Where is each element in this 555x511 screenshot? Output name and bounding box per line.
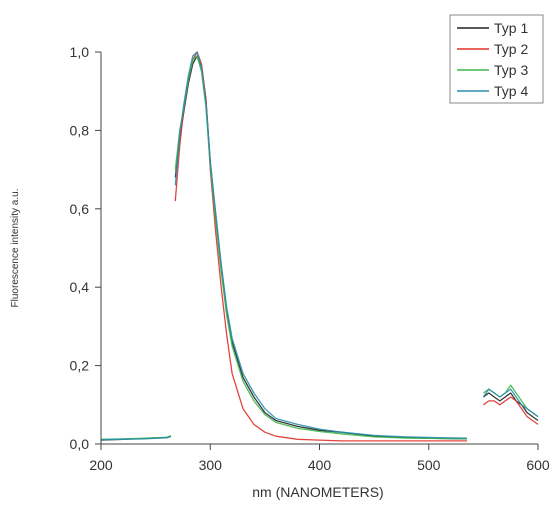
series-line-4-segment-1 [100, 435, 172, 441]
series-line-2-segment-2 [483, 396, 539, 425]
x-axis-label: nm (NANOMETERS) [252, 484, 383, 500]
legend-label: Typ 3 [494, 62, 528, 78]
y-tick-label: 0,6 [70, 201, 90, 217]
x-tick-label: 500 [417, 457, 441, 473]
x-tick-label: 300 [199, 457, 223, 473]
legend-label: Typ 1 [494, 20, 528, 36]
legend: Typ 1 Typ 2 Typ 3 Typ 4 [449, 14, 544, 104]
y-tick-label: 0,8 [70, 122, 90, 138]
series-line-3-segment-2 [174, 55, 468, 440]
x-tick-label: 400 [308, 457, 332, 473]
y-tick-label: 1,0 [70, 44, 90, 60]
y-axis-label: Fluorescence intensity a.u. [10, 189, 21, 308]
axes-layer [100, 52, 538, 445]
ticks-layer: 200 300 400 500 600 0,0 0,2 0,4 0,6 0,8 1,0 [70, 44, 550, 473]
y-tick-label: 0,0 [70, 436, 90, 452]
series-line-1-segment-3 [483, 392, 539, 422]
x-tick-label: 200 [89, 457, 113, 473]
y-tick-label: 0,2 [70, 358, 90, 374]
legend-box [449, 14, 544, 104]
series-layer [100, 51, 539, 442]
series-line-4-segment-2 [174, 51, 468, 439]
legend-label: Typ 4 [494, 83, 528, 99]
series-line-4-segment-3 [482, 388, 539, 418]
legend-label: Typ 2 [494, 41, 528, 57]
x-tick-label: 600 [526, 457, 550, 473]
legend-items: Typ 1 Typ 2 Typ 3 Typ 4 [457, 20, 528, 99]
y-tick-label: 0,4 [70, 279, 90, 295]
